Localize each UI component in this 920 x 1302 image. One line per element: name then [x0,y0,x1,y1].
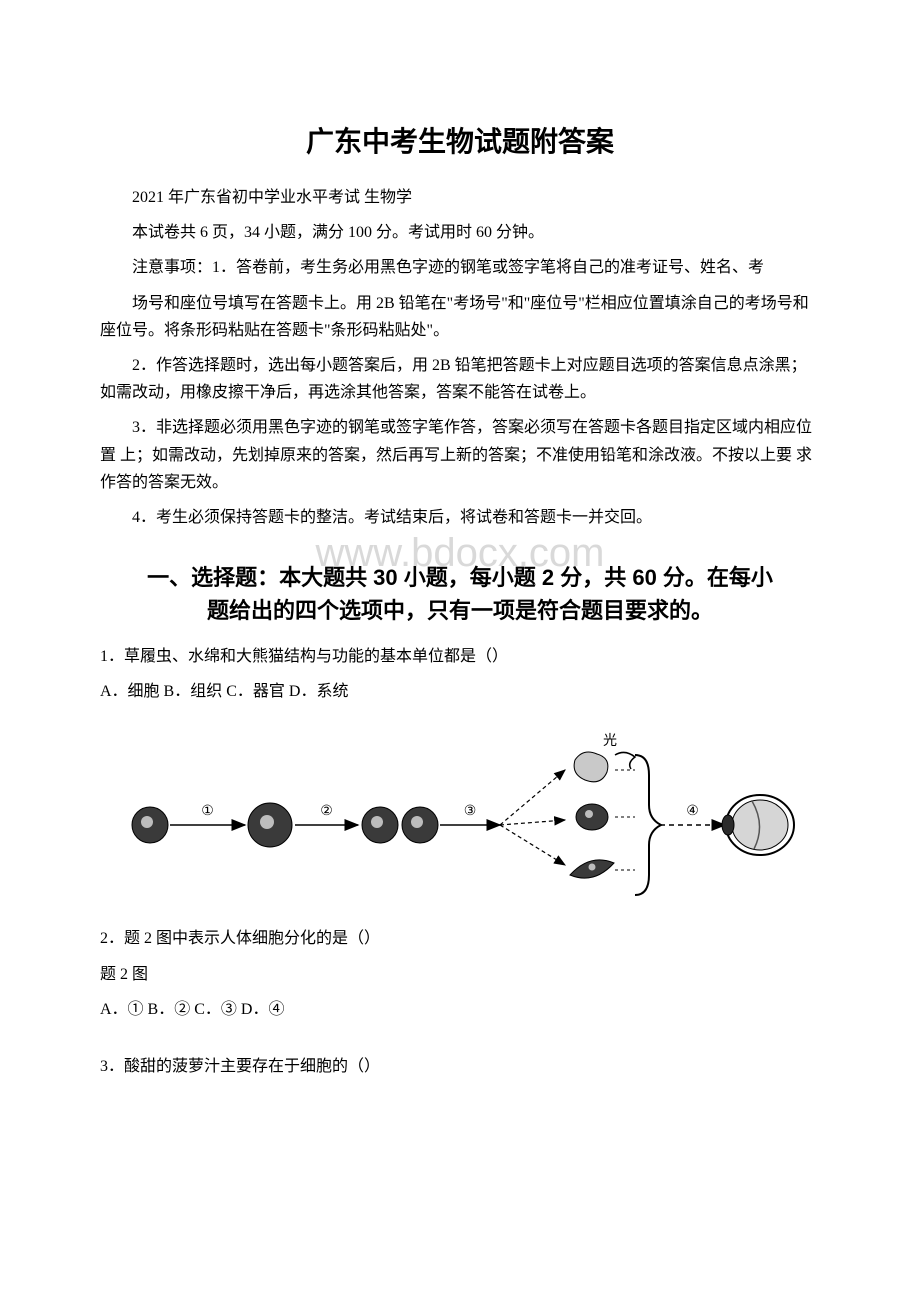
q3-text: 3．酸甜的菠萝汁主要存在于细胞的（） [100,1053,820,1080]
svg-text:光: 光 [603,733,617,749]
q2-diagram: ① ② ③ ④ 光 [100,725,820,905]
q1-text: 1．草履虫、水绵和大熊猫结构与功能的基本单位都是（） [100,643,820,670]
notice-4: 4．考生必须保持答题卡的整洁。考试结束后，将试卷和答题卡一并交回。 [100,504,820,531]
q2-caption: 题 2 图 [100,961,820,988]
notice-2: 2．作答选择题时，选出每小题答案后，用 2B 铅笔把答题卡上对应题目选项的答案信… [100,352,820,406]
notice-1b: 场号和座位号填写在答题卡上。用 2B 铅笔在"考场号"和"座位号"栏相应位置填涂… [100,290,820,344]
notice-1a: 注意事项：1．答卷前，考生务必用黑色字迹的钢笔或签字笔将自己的准考证号、姓名、考 [100,254,820,281]
svg-text:②: ② [320,804,333,819]
section-1-title: 一、选择题：本大题共 30 小题，每小题 2 分，共 60 分。在每小题给出的四… [140,561,780,627]
q1-options: A．细胞 B．组织 C．器官 D．系统 [100,678,820,705]
svg-text:④: ④ [686,804,699,819]
page-title: 广东中考生物试题附答案 [100,120,820,160]
q2-options: A．① B．② C．③ D．④ [100,996,820,1023]
header-line-2: 本试卷共 6 页，34 小题，满分 100 分。考试用时 60 分钟。 [100,219,820,246]
notice-3: 3．非选择题必须用黑色字迹的钢笔或签字笔作答，答案必须写在答题卡各题目指定区域内… [100,414,820,496]
q2-text: 2．题 2 图中表示人体细胞分化的是（） [100,925,820,952]
svg-text:①: ① [201,804,214,819]
header-line-1: 2021 年广东省初中学业水平考试 生物学 [100,184,820,211]
svg-text:③: ③ [464,804,477,819]
